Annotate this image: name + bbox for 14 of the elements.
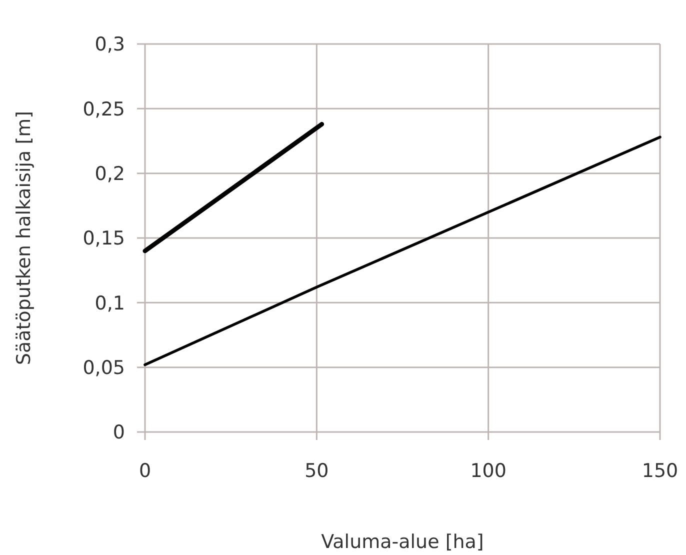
y-tick-label: 0,3 bbox=[94, 34, 125, 56]
x-tick-label: 150 bbox=[642, 460, 678, 482]
y-tick-label: 0,1 bbox=[94, 292, 125, 314]
line-series bbox=[144, 136, 662, 366]
x-axis-title: Valuma-alue [ha] bbox=[321, 531, 484, 553]
y-tick-label: 0,2 bbox=[94, 162, 125, 185]
y-tick-label: 0,05 bbox=[82, 356, 125, 379]
x-tick-label: 100 bbox=[470, 460, 506, 482]
y-tick-label: 0,25 bbox=[82, 98, 125, 120]
y-axis-title: Säätöputken halkaisija [m] bbox=[13, 110, 35, 366]
y-tick-label: 0,15 bbox=[82, 228, 125, 250]
x-tick-label: 50 bbox=[304, 460, 329, 482]
x-tick-label: 0 bbox=[138, 460, 152, 482]
y-tick-label: 0 bbox=[112, 422, 125, 444]
